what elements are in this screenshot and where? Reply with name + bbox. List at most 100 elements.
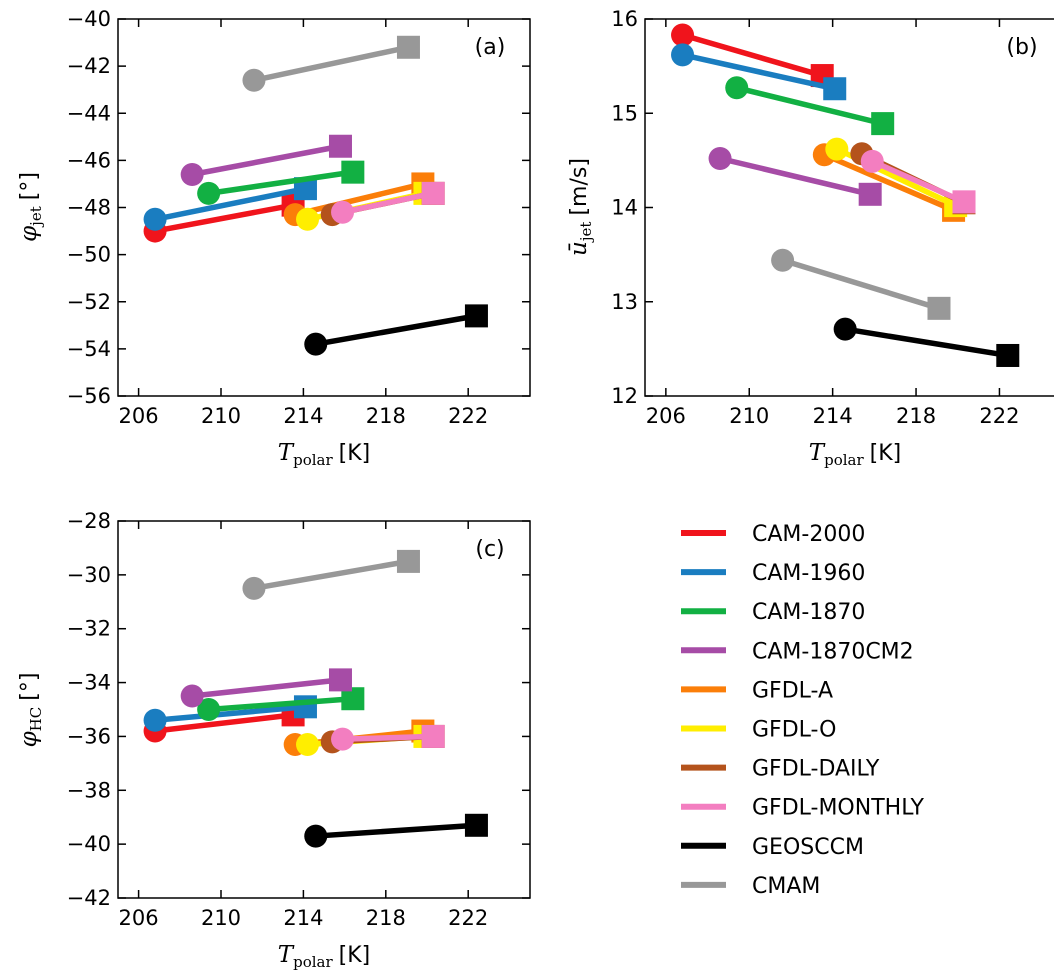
series-line xyxy=(342,733,434,742)
data-point-square xyxy=(858,182,882,206)
panel-c: 206 210 214 218 222 −42 −40 −38 −36 −34 −32 −30 −28 (… xyxy=(16,509,531,971)
series-cam-1870cm2 xyxy=(708,146,882,206)
legend-label: CMAM xyxy=(752,874,820,899)
data-point-circle xyxy=(671,23,695,47)
y-tick-label: −38 xyxy=(67,778,111,802)
data-point-square xyxy=(952,190,976,214)
data-point-circle xyxy=(304,332,328,356)
series-cam-2000 xyxy=(671,23,834,88)
series-gfdl-monthly xyxy=(331,724,445,751)
y-tick-label: −52 xyxy=(67,290,111,314)
x-tick-label: 210 xyxy=(729,404,769,428)
legend-label: CAM-2000 xyxy=(752,522,865,547)
series-cam-1870 xyxy=(197,687,365,721)
legend-label: CAM-1870CM2 xyxy=(752,639,914,664)
y-tick-label: −30 xyxy=(67,563,111,587)
y-tick-label: −42 xyxy=(67,54,111,78)
data-point-circle xyxy=(242,68,266,92)
series-line xyxy=(253,44,410,83)
data-point-square xyxy=(293,177,317,201)
data-point-square xyxy=(328,668,352,692)
legend-item: CAM-1960 xyxy=(681,561,865,586)
y-tick-label: 15 xyxy=(611,101,638,125)
y-tick-label: −50 xyxy=(67,243,111,267)
data-point-circle xyxy=(304,824,328,848)
data-point-circle xyxy=(197,698,221,721)
y-tick-label: 14 xyxy=(611,196,638,220)
data-point-square xyxy=(996,343,1020,367)
series-line xyxy=(208,169,354,197)
data-point-circle xyxy=(331,727,355,751)
legend-label: GFDL-O xyxy=(752,718,836,743)
legend-item: GFDL-A xyxy=(681,678,833,703)
y-tick-label: 12 xyxy=(611,384,638,408)
series-cmam xyxy=(771,248,951,320)
series-line xyxy=(154,712,294,734)
data-point-square xyxy=(396,549,420,573)
series-line xyxy=(191,677,341,699)
data-point-square xyxy=(421,181,445,205)
series-line xyxy=(315,313,477,347)
series-line xyxy=(253,558,409,592)
legend-item: GEOSCCM xyxy=(681,835,864,860)
data-point-circle xyxy=(296,733,320,757)
data-point-circle xyxy=(180,163,204,187)
y-axis-subscript: HC xyxy=(27,707,45,732)
panel-b: 206 210 214 218 222 12 13 14 15 16 (b) ūjet [m/s] Tpo… xyxy=(566,7,1054,469)
x-axis-symbol: T xyxy=(278,440,295,466)
y-axis-symbol: φ xyxy=(16,730,42,747)
y-tick-label: 16 xyxy=(611,7,638,31)
series-gfdl-o xyxy=(825,137,968,218)
series-line xyxy=(844,326,1009,359)
data-point-circle xyxy=(825,137,849,161)
series-cam-1960 xyxy=(671,43,847,101)
y-tick-label: 13 xyxy=(611,290,638,314)
series-line xyxy=(736,85,884,127)
series-line xyxy=(781,257,940,311)
legend-item: CAM-1870CM2 xyxy=(681,639,914,664)
data-point-square xyxy=(341,687,365,711)
y-axis-unit: [°] xyxy=(17,673,42,701)
series-line xyxy=(341,190,434,215)
legend-label: GEOSCCM xyxy=(752,835,864,860)
x-axis-unit: [K] xyxy=(870,441,902,466)
series-cmam xyxy=(242,549,420,600)
legend-item: CAM-2000 xyxy=(681,522,865,547)
data-point-square xyxy=(396,35,420,59)
y-axis-unit: [m/s] xyxy=(567,158,592,215)
data-point-circle xyxy=(725,76,749,100)
x-axis-label: Tpolar [K] xyxy=(809,440,901,469)
x-axis-subscript: polar xyxy=(293,953,333,971)
y-tick-label: −56 xyxy=(67,384,111,408)
series-line xyxy=(208,695,354,713)
y-axis-label: ūjet [m/s] xyxy=(566,158,595,256)
y-axis-symbol: ū xyxy=(566,241,592,256)
legend-item: GFDL-MONTHLY xyxy=(681,796,925,821)
plot-frame xyxy=(117,520,531,899)
data-point-circle xyxy=(143,708,167,732)
series-cam-1960 xyxy=(143,695,317,732)
panel-label: (b) xyxy=(1006,35,1037,60)
series-line xyxy=(154,185,307,222)
x-axis-unit: [K] xyxy=(339,943,371,968)
series-line xyxy=(154,202,294,234)
legend-label: GFDL-A xyxy=(752,678,833,703)
series-gfdl-monthly xyxy=(860,149,976,214)
x-axis-symbol: T xyxy=(278,942,295,968)
series-geosccm xyxy=(304,813,488,848)
data-point-square xyxy=(293,695,317,719)
series-gfdl-monthly xyxy=(331,181,445,224)
data-point-circle xyxy=(708,146,732,170)
legend-label: CAM-1960 xyxy=(752,561,865,586)
data-point-square xyxy=(823,77,847,101)
data-point-circle xyxy=(180,684,204,708)
data-point-square xyxy=(341,160,365,184)
series-line xyxy=(871,158,966,205)
series-geosccm xyxy=(833,317,1020,367)
data-point-square xyxy=(927,296,951,320)
data-point-square xyxy=(328,134,352,158)
x-tick-label: 206 xyxy=(119,404,159,428)
series-line xyxy=(823,152,955,213)
series-line xyxy=(681,32,823,79)
